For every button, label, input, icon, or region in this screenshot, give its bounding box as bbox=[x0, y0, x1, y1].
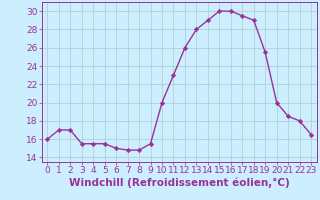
X-axis label: Windchill (Refroidissement éolien,°C): Windchill (Refroidissement éolien,°C) bbox=[69, 178, 290, 188]
